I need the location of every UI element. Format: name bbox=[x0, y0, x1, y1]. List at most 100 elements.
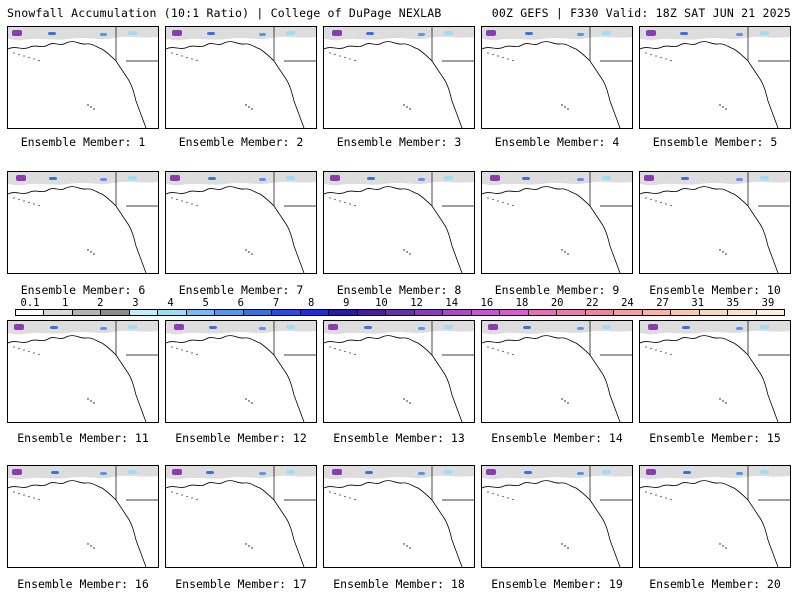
map-outline bbox=[640, 172, 790, 273]
ensemble-member-label: Ensemble Member: 2 bbox=[178, 135, 304, 149]
colorbar-segment bbox=[357, 310, 387, 315]
ensemble-member-label: Ensemble Member: 9 bbox=[494, 283, 620, 297]
ensemble-member-label: Ensemble Member: 15 bbox=[649, 431, 781, 445]
colorbar-segment bbox=[642, 310, 672, 315]
colorbar-segment bbox=[329, 310, 358, 315]
colorbar-segment bbox=[129, 310, 159, 315]
map-outline bbox=[482, 172, 632, 273]
ensemble-member-label: Ensemble Member: 10 bbox=[649, 283, 781, 297]
ensemble-map-panel bbox=[323, 465, 475, 568]
colorbar-tick-label: 6 bbox=[237, 297, 245, 309]
colorbar-segment bbox=[500, 310, 529, 315]
map-outline bbox=[324, 321, 474, 422]
map-outline bbox=[8, 172, 158, 273]
ensemble-member-label: Ensemble Member: 8 bbox=[336, 283, 462, 297]
ensemble-member-label: Ensemble Member: 4 bbox=[494, 135, 620, 149]
ensemble-map-panel bbox=[7, 171, 159, 274]
ensemble-member-label: Ensemble Member: 17 bbox=[175, 577, 307, 591]
colorbar-tick-label: 39 bbox=[761, 297, 775, 309]
ensemble-member-label: Ensemble Member: 20 bbox=[649, 577, 781, 591]
colorbar-tick-label: 27 bbox=[656, 297, 669, 309]
colorbar-tick-label: 2 bbox=[97, 297, 104, 309]
ensemble-map-panel bbox=[7, 320, 159, 423]
map-outline bbox=[482, 27, 632, 128]
ensemble-map-panel bbox=[323, 320, 475, 423]
map-outline bbox=[324, 172, 474, 273]
ensemble-map-panel bbox=[481, 171, 633, 274]
colorbar-segment bbox=[44, 310, 73, 315]
snowfall-colorbar bbox=[15, 309, 785, 316]
colorbar-tick-label: 1 bbox=[61, 297, 69, 309]
map-outline bbox=[166, 466, 316, 567]
map-outline bbox=[166, 27, 316, 128]
colorbar-segment bbox=[471, 310, 501, 315]
colorbar-segment bbox=[16, 310, 45, 315]
map-outline bbox=[8, 27, 158, 128]
colorbar-tick-label: 4 bbox=[167, 297, 174, 309]
colorbar-segment bbox=[72, 310, 102, 315]
map-outline bbox=[482, 321, 632, 422]
ensemble-member-label: Ensemble Member: 13 bbox=[333, 431, 465, 445]
map-outline bbox=[324, 466, 474, 567]
colorbar-tick-label: 5 bbox=[202, 297, 209, 309]
map-outline bbox=[640, 27, 790, 128]
map-outline bbox=[640, 466, 790, 567]
map-outline bbox=[8, 321, 158, 422]
ensemble-member-label: Ensemble Member: 1 bbox=[20, 135, 146, 149]
ensemble-map-panel bbox=[481, 320, 633, 423]
colorbar-segment bbox=[386, 310, 415, 315]
colorbar-tick-label: 9 bbox=[343, 297, 350, 309]
ensemble-map-panel bbox=[639, 320, 791, 423]
colorbar-tick-label: 20 bbox=[550, 297, 564, 309]
colorbar-tick-label: 16 bbox=[480, 297, 494, 309]
map-outline bbox=[166, 321, 316, 422]
colorbar-segment bbox=[699, 310, 729, 315]
ensemble-map-panel bbox=[323, 26, 475, 129]
colorbar-segment bbox=[557, 310, 586, 315]
colorbar-segment bbox=[158, 310, 187, 315]
colorbar-segment bbox=[443, 310, 472, 315]
ensemble-map-panel bbox=[7, 465, 159, 568]
colorbar-tick-label: 10 bbox=[375, 297, 388, 309]
ensemble-member-label: Ensemble Member: 6 bbox=[20, 283, 146, 297]
colorbar-segment bbox=[272, 310, 301, 315]
ensemble-member-label: Ensemble Member: 12 bbox=[175, 431, 307, 445]
ensemble-map-panel bbox=[481, 26, 633, 129]
colorbar-segment bbox=[215, 310, 244, 315]
ensemble-map-panel bbox=[165, 465, 317, 568]
ensemble-member-label: Ensemble Member: 19 bbox=[491, 577, 623, 591]
colorbar-tick-label: 35 bbox=[726, 297, 740, 309]
ensemble-map-panel bbox=[639, 26, 791, 129]
colorbar-tick-label: 22 bbox=[585, 297, 599, 309]
run-valid-time: 00Z GEFS | F330 Valid: 18Z SAT JUN 21 20… bbox=[491, 6, 791, 20]
colorbar-tick-label: 31 bbox=[691, 297, 705, 309]
colorbar-segment bbox=[671, 310, 700, 315]
ensemble-map-panel bbox=[639, 171, 791, 274]
chart-title: Snowfall Accumulation (10:1 Ratio) | Col… bbox=[7, 6, 442, 20]
colorbar-segment bbox=[585, 310, 615, 315]
colorbar-segment bbox=[186, 310, 216, 315]
colorbar-tick-label: 14 bbox=[445, 297, 459, 309]
colorbar-segment bbox=[528, 310, 558, 315]
ensemble-map-panel bbox=[639, 465, 791, 568]
ensemble-map-panel bbox=[481, 465, 633, 568]
colorbar-segment bbox=[614, 310, 643, 315]
colorbar-segment bbox=[414, 310, 444, 315]
ensemble-map-panel bbox=[7, 26, 159, 129]
map-outline bbox=[166, 172, 316, 273]
ensemble-member-label: Ensemble Member: 11 bbox=[17, 431, 149, 445]
ensemble-member-label: Ensemble Member: 16 bbox=[17, 577, 149, 591]
ensemble-member-label: Ensemble Member: 18 bbox=[333, 577, 465, 591]
colorbar-segment bbox=[728, 310, 757, 315]
colorbar-segment bbox=[243, 310, 273, 315]
map-outline bbox=[8, 466, 158, 567]
colorbar-tick-label: 8 bbox=[307, 297, 315, 309]
colorbar-segment bbox=[756, 310, 785, 315]
colorbar-tick-label: 24 bbox=[621, 297, 634, 309]
colorbar-tick-label: 18 bbox=[515, 297, 529, 309]
ensemble-member-label: Ensemble Member: 3 bbox=[336, 135, 462, 149]
colorbar-tick-label: 0.1 bbox=[20, 297, 40, 309]
ensemble-member-label: Ensemble Member: 7 bbox=[178, 283, 304, 297]
ensemble-map-panel bbox=[165, 320, 317, 423]
map-outline bbox=[482, 466, 632, 567]
